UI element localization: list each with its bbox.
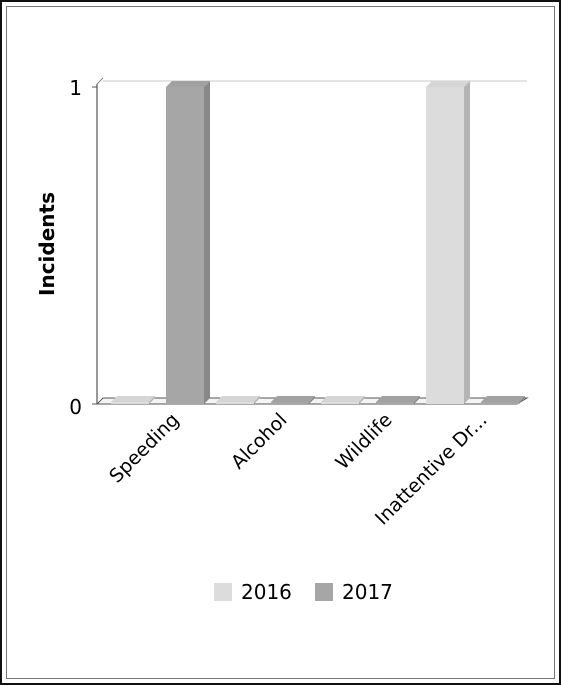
legend-swatch-2016 — [214, 583, 232, 601]
y-tick-label-1: 1 — [69, 76, 82, 100]
bar-top-2016-2 — [321, 396, 365, 402]
legend: 2016 2017 — [214, 580, 393, 604]
bar-side-2017-0 — [204, 81, 210, 404]
legend-swatch-2017 — [315, 583, 333, 601]
legend-label-2017: 2017 — [342, 580, 393, 604]
y-axis-depth-top — [96, 77, 104, 85]
bar-2016-2 — [321, 396, 365, 404]
bar-2016-1 — [216, 396, 260, 404]
bar-top-2016-1 — [216, 396, 260, 402]
bar-front-2016-2 — [321, 402, 359, 404]
bar-front-2016-0 — [111, 402, 149, 404]
bar-front-2016-1 — [216, 402, 254, 404]
category-label-wildlife: Wildlife — [332, 409, 397, 474]
bar-2016-3 — [426, 81, 470, 404]
bar-side-2017-1 — [309, 396, 315, 404]
bar-top-2017-3 — [481, 396, 525, 402]
bar-front-2017-2 — [376, 402, 414, 404]
bar-top-2017-0 — [166, 81, 210, 87]
bar-front-2017-1 — [271, 402, 309, 404]
bars — [111, 81, 525, 404]
bar-2017-3 — [481, 396, 525, 404]
bar-2017-0 — [166, 81, 210, 404]
bar-2017-2 — [376, 396, 420, 404]
bar-side-2016-2 — [359, 396, 365, 404]
category-label-alcohol: Alcohol — [227, 409, 292, 474]
bar-side-2016-3 — [464, 81, 470, 404]
bar-front-2016-3 — [426, 87, 464, 404]
chart-inner-frame — [6, 6, 555, 679]
bar-top-2017-1 — [271, 396, 315, 402]
y-axis-label: Incidents — [35, 192, 59, 296]
bar-top-2017-2 — [376, 396, 420, 402]
bar-front-2017-0 — [166, 87, 204, 404]
bar-front-2017-3 — [481, 402, 519, 404]
bar-side-2017-2 — [414, 396, 420, 404]
bar-top-2016-0 — [111, 396, 155, 402]
y-tick-label-0: 0 — [69, 395, 82, 419]
bar-side-2016-0 — [149, 396, 155, 404]
bar-side-2016-1 — [254, 396, 260, 404]
bar-2017-1 — [271, 396, 315, 404]
legend-label-2016: 2016 — [241, 580, 292, 604]
bar-top-2016-3 — [426, 81, 470, 87]
bar-2016-0 — [111, 396, 155, 404]
category-label-speeding: Speeding — [105, 409, 183, 487]
bar-side-2017-3 — [519, 396, 525, 404]
